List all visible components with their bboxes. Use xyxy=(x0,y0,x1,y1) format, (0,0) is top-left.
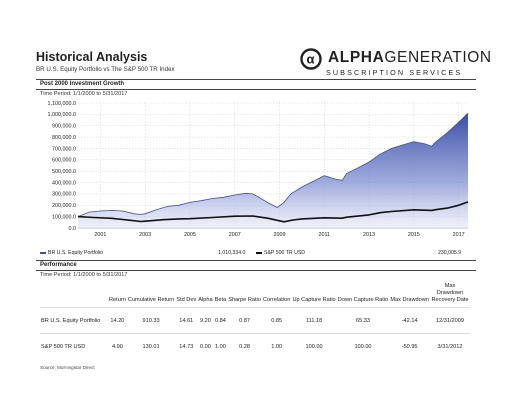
page-subtitle: BR U.S. Equity Portfolio vs The S&P 500 … xyxy=(36,66,175,73)
col-header-sharpe-ratio: Sharpe Ratio xyxy=(228,297,261,303)
y-tick-label: 300,000.0 xyxy=(52,192,76,198)
index-line xyxy=(77,201,469,223)
cell: 100.00 xyxy=(291,333,337,360)
logo-tagline: SUBSCRIPTION SERVICES xyxy=(326,68,463,77)
performance-title-divider xyxy=(36,270,476,271)
y-tick-label: 800,000.0 xyxy=(52,135,76,141)
cell: 14.73 xyxy=(175,333,198,360)
cell: 0.85 xyxy=(261,307,292,334)
x-tick-label: 2007 xyxy=(229,232,241,238)
y-tick-label: 900,000.0 xyxy=(52,124,76,130)
legend-portfolio: BR U.S. Equity Portfolio xyxy=(40,250,103,256)
col-header-max-drawdown: Max Drawdown xyxy=(390,297,429,303)
col-header-down-capture: Down Capture Ratio xyxy=(337,297,389,303)
performance-section-title: Performance xyxy=(40,262,77,268)
page-title: Historical Analysis xyxy=(36,50,148,64)
cell: 910.33 xyxy=(126,307,176,334)
logo-wordmark: ALPHAGENERATION xyxy=(328,49,492,66)
cell: 0.28 xyxy=(227,333,262,360)
growth-section-title: Post 2000 Investment Growth xyxy=(40,81,125,87)
cell: 0.84 xyxy=(213,307,228,334)
y-tick-label: 600,000.0 xyxy=(52,158,76,164)
cell: 14.20 xyxy=(108,307,127,334)
cell: 0.00 xyxy=(197,333,214,360)
y-tick-label: 500,000.0 xyxy=(52,169,76,175)
cell: 4.90 xyxy=(108,333,127,360)
col-header-return: Return xyxy=(109,297,126,303)
y-tick-label: 400,000.0 xyxy=(52,180,76,186)
y-tick-label: 1,000,000.0 xyxy=(48,112,76,118)
performance-table: Return Cumulative Return Std Dev Alpha B… xyxy=(40,283,470,360)
cell: 14.61 xyxy=(175,307,198,334)
legend-portfolio-swatch xyxy=(40,251,46,254)
cell: 12/31/2009 xyxy=(430,307,470,334)
x-tick-label: 2017 xyxy=(453,232,465,238)
growth-time-period: Time Period: 1/1/2000 to 5/31/2017 xyxy=(40,91,128,97)
x-tick-label: 2009 xyxy=(273,232,285,238)
alpha-generation-logo: α ALPHAGENERATION SUBSCRIPTION SERVICES xyxy=(298,48,491,78)
col-header-std-dev: Std Dev xyxy=(176,297,197,303)
header-divider xyxy=(36,79,476,80)
col-header-cumulative-return: Cumulative Return xyxy=(127,297,175,303)
legend-portfolio-value: 1,010,334.0 xyxy=(218,250,246,256)
legend-index-swatch xyxy=(256,251,262,254)
performance-time-period: Time Period: 1/1/2000 to 5/31/2017 xyxy=(40,272,128,278)
col-header-alpha: Alpha xyxy=(198,297,213,303)
portfolio-area xyxy=(78,113,468,228)
cell: 130.01 xyxy=(126,333,176,360)
growth-title-divider xyxy=(36,89,476,90)
cell: 1.00 xyxy=(261,333,292,360)
y-tick-label: 200,000.0 xyxy=(52,203,76,209)
x-tick-label: 2003 xyxy=(139,232,151,238)
col-header-beta: Beta xyxy=(214,297,227,303)
col-header-up-capture: Up Capture Ratio xyxy=(292,297,336,303)
y-tick-label: 700,000.0 xyxy=(52,146,76,152)
cell: 1.00 xyxy=(213,333,228,360)
col-header-name xyxy=(40,283,108,308)
portfolio-line xyxy=(77,112,469,217)
legend-index-value: 230,005.9 xyxy=(438,250,462,256)
table-row-portfolio: BR U.S. Equity Portfolio 14.20 910.33 14… xyxy=(40,307,470,334)
cell: -50.95 xyxy=(389,333,430,360)
table-row-index: S&P 500 TR USD 4.90 130.01 14.73 0.00 1.… xyxy=(40,333,470,360)
cell: 65.33 xyxy=(336,307,390,334)
cell: BR U.S. Equity Portfolio xyxy=(40,307,108,334)
x-tick-label: 2013 xyxy=(363,232,375,238)
cell: S&P 500 TR USD xyxy=(40,333,108,360)
col-header-correlation: Correlation xyxy=(262,297,291,303)
cell: 3/31/2012 xyxy=(430,333,470,360)
performance-divider xyxy=(36,260,476,261)
x-tick-label: 2011 xyxy=(318,232,330,238)
x-tick-label: 2015 xyxy=(408,232,420,238)
cell: 111.18 xyxy=(291,307,337,334)
x-tick-label: 2005 xyxy=(184,232,196,238)
source-note: Source: Morningstar Direct xyxy=(40,365,95,370)
y-tick-label: 0.0 xyxy=(69,226,77,232)
cell: 9.20 xyxy=(197,307,214,334)
cell: 0.87 xyxy=(227,307,262,334)
performance-header-row: Return Cumulative Return Std Dev Alpha B… xyxy=(40,283,470,308)
col-header-recovery-date: Max Drawdown Recovery Date xyxy=(431,283,469,303)
cell: 100.00 xyxy=(336,333,390,360)
cell: -42.14 xyxy=(389,307,430,334)
y-tick-label: 1,100,000.0 xyxy=(48,101,76,107)
alpha-logo-icon: α xyxy=(300,48,322,70)
svg-text:α: α xyxy=(307,52,315,67)
y-tick-label: 100,000.0 xyxy=(52,214,76,220)
legend-index: S&P 500 TR USD xyxy=(256,250,305,256)
x-tick-label: 2001 xyxy=(94,232,106,238)
